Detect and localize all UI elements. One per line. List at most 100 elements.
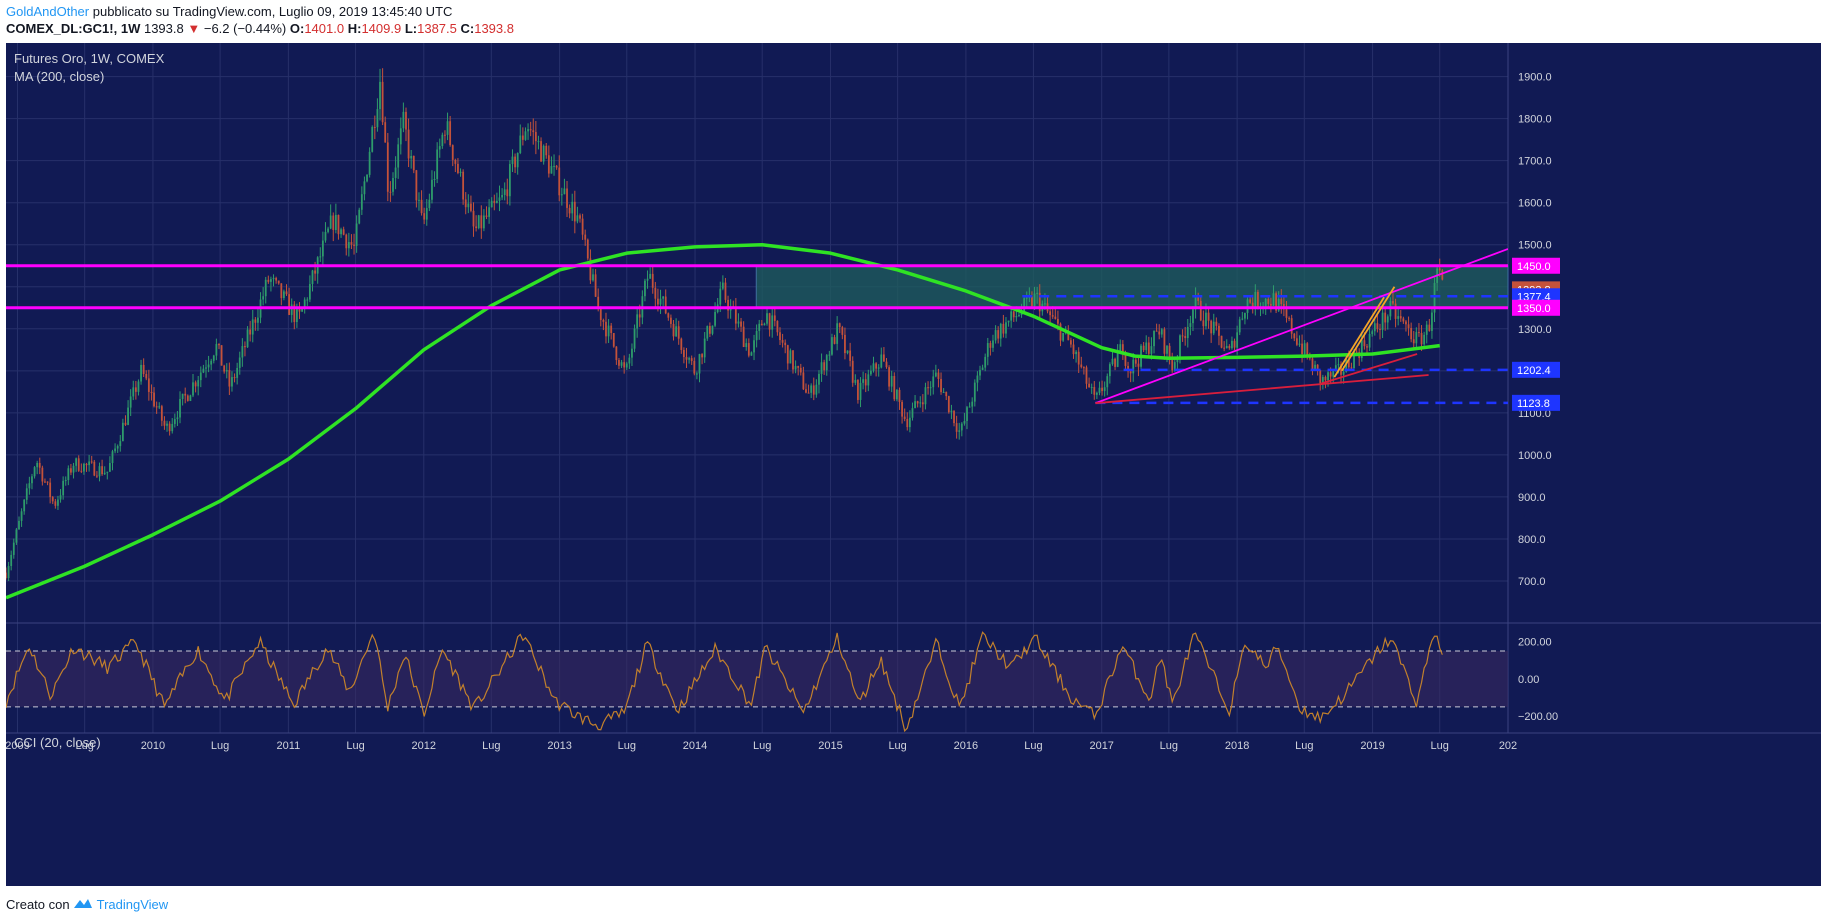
candle-body xyxy=(992,340,994,348)
candle-body xyxy=(1072,344,1075,355)
x-tick-label: Lug xyxy=(346,740,364,752)
candle-body xyxy=(1381,312,1384,330)
candle-body xyxy=(137,381,140,392)
candle-body xyxy=(963,421,966,424)
candle-body xyxy=(1007,320,1010,323)
candle-body xyxy=(786,345,789,364)
candle-body xyxy=(376,109,379,128)
candle-body xyxy=(781,340,784,343)
candle-body xyxy=(1134,359,1137,364)
candle-body xyxy=(503,189,506,196)
candle-body xyxy=(186,395,189,401)
candle-body xyxy=(747,343,750,356)
candle-body xyxy=(1314,364,1316,371)
candle-body xyxy=(516,152,519,168)
candle-body xyxy=(173,419,176,424)
candle-body xyxy=(724,282,727,300)
candle-body xyxy=(1420,332,1423,345)
candle-body xyxy=(197,380,200,387)
x-tick-label: Lug xyxy=(211,740,229,752)
candle-body xyxy=(1010,311,1013,321)
candle-body xyxy=(449,121,452,146)
candle-body xyxy=(1347,359,1350,368)
candle-body xyxy=(693,360,696,374)
candle-body xyxy=(114,448,116,452)
candle-body xyxy=(771,315,774,330)
candle-body xyxy=(233,377,236,379)
candle-body xyxy=(794,366,797,370)
price-chart-svg[interactable]: 700.0800.0900.01000.01100.01200.01300.01… xyxy=(6,43,1821,886)
candle-body xyxy=(480,215,483,229)
candle-body xyxy=(1267,298,1270,304)
candle-body xyxy=(1057,318,1059,324)
candle-body xyxy=(714,312,716,326)
candle-body xyxy=(657,298,659,305)
candle-body xyxy=(737,321,740,324)
candle-body xyxy=(254,319,257,323)
candle-body xyxy=(270,279,272,282)
candle-body xyxy=(994,330,997,341)
candle-body xyxy=(36,462,39,468)
candle-body xyxy=(937,372,940,379)
candle-body xyxy=(285,291,288,295)
candle-body xyxy=(529,129,532,131)
candle-body xyxy=(1431,312,1433,331)
candle-body xyxy=(1270,303,1272,306)
candle-body xyxy=(194,382,197,387)
candle-body xyxy=(1106,376,1109,388)
x-tick-label: 2013 xyxy=(547,740,571,752)
candle-body xyxy=(1116,352,1119,367)
candle-body xyxy=(1059,323,1062,341)
candle-body xyxy=(1119,344,1122,353)
candle-body xyxy=(415,170,418,201)
candle-body xyxy=(308,284,311,300)
candle-body xyxy=(947,396,950,413)
candle-body xyxy=(225,370,228,372)
candle-body xyxy=(394,167,397,178)
candle-body xyxy=(57,499,59,506)
candle-body xyxy=(451,145,454,160)
symbol-label: COMEX_DL:GC1!, 1W xyxy=(6,21,141,36)
candle-body xyxy=(90,461,93,463)
candle-body xyxy=(67,468,70,481)
candle-body xyxy=(734,307,737,324)
candle-body xyxy=(220,345,223,366)
candle-body xyxy=(485,215,488,217)
candle-body xyxy=(1044,303,1046,305)
candle-body xyxy=(971,401,974,407)
candle-body xyxy=(945,392,948,397)
candle-body xyxy=(1241,318,1244,320)
chart-area[interactable]: 700.0800.0900.01000.01100.01200.01300.01… xyxy=(6,43,1821,886)
candle-body xyxy=(1215,321,1218,326)
candle-body xyxy=(893,375,896,400)
x-tick-label: 2019 xyxy=(1360,740,1384,752)
candle-body xyxy=(599,306,602,320)
high-label: H: xyxy=(347,21,362,36)
candle-body xyxy=(960,423,963,431)
candle-body xyxy=(1205,312,1207,327)
candle-body xyxy=(1158,331,1161,335)
candle-body xyxy=(755,330,758,341)
candle-body xyxy=(212,355,215,361)
candle-body xyxy=(877,367,880,369)
candle-body xyxy=(1098,387,1101,393)
candle-body xyxy=(1132,359,1135,374)
candle-body xyxy=(857,379,859,400)
candle-body xyxy=(25,488,28,500)
candle-body xyxy=(1319,370,1322,384)
candle-body xyxy=(184,393,187,396)
candle-body xyxy=(405,111,407,130)
candle-body xyxy=(121,422,124,442)
candle-body xyxy=(467,203,470,208)
candle-body xyxy=(506,189,509,197)
publish-info: GoldAndOther pubblicato su TradingView.c… xyxy=(6,4,452,20)
candle-body xyxy=(1238,319,1241,333)
candle-body xyxy=(1194,296,1197,310)
candle-body xyxy=(51,497,54,502)
author-link[interactable]: GoldAndOther xyxy=(6,4,90,19)
candle-body xyxy=(1373,323,1376,332)
candle-body xyxy=(799,367,802,373)
candle-body xyxy=(1228,345,1231,349)
candle-body xyxy=(534,132,537,142)
tradingview-link[interactable]: TradingView xyxy=(96,897,169,912)
